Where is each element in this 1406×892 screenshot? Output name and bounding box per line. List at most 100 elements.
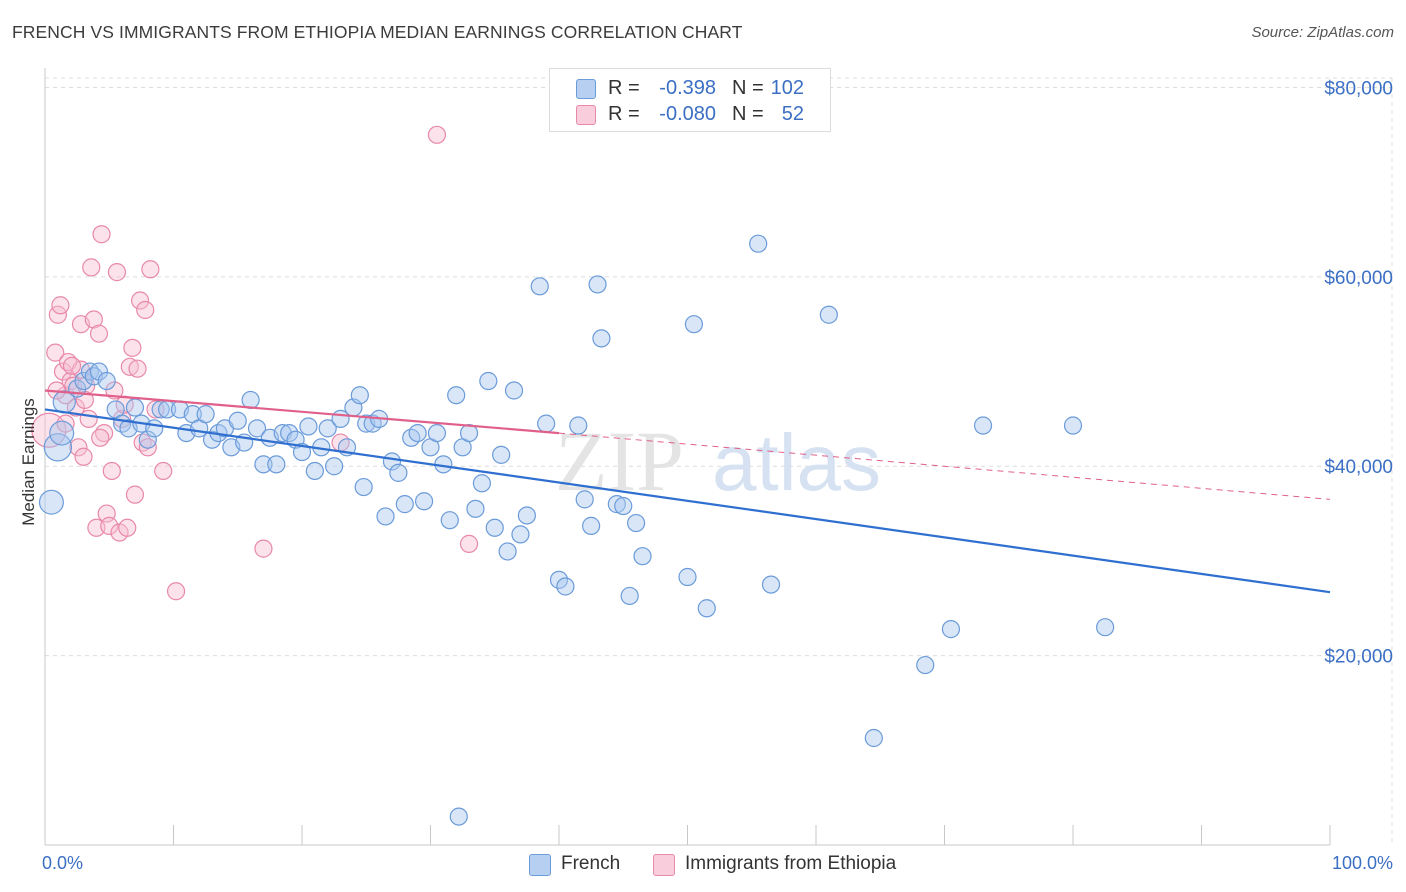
ethiopia-point — [136, 300, 155, 320]
french-point — [138, 430, 157, 449]
french-point — [620, 586, 639, 606]
french-point — [318, 419, 337, 438]
french-point — [472, 474, 491, 493]
french-point — [202, 430, 222, 449]
french-point — [228, 411, 247, 430]
ethiopia-swatch — [576, 105, 596, 125]
french-point — [575, 490, 594, 509]
french-point — [761, 575, 781, 594]
y-tick-label: $20,000 — [1324, 647, 1393, 668]
y-tick-label: $60,000 — [1324, 268, 1393, 289]
ethiopia-point — [92, 225, 111, 244]
french-points — [38, 234, 1115, 826]
french-point — [466, 499, 485, 518]
french-swatch — [576, 79, 596, 99]
n-label: N = — [732, 103, 764, 125]
n-value: 102 — [770, 77, 804, 99]
ethiopia-point — [123, 338, 142, 357]
french-point — [749, 234, 768, 253]
french-point — [254, 455, 273, 474]
ethiopia-point — [74, 447, 93, 466]
french-point — [305, 461, 324, 481]
french-point — [196, 405, 215, 424]
french-point — [267, 455, 286, 474]
french-point — [440, 511, 459, 530]
stats-legend: R = -0.398 N = 102 R = -0.080 N = 52 — [549, 68, 831, 132]
french-point — [556, 577, 575, 596]
x-tick-label-max: 100.0% — [1332, 853, 1393, 873]
french-point — [633, 547, 652, 566]
n-label: N = — [732, 77, 764, 99]
french-point — [582, 516, 601, 535]
french-point — [247, 419, 267, 438]
chart-title: FRENCH VS IMMIGRANTS FROM ETHIOPIA MEDIA… — [12, 22, 743, 42]
french-point — [38, 489, 64, 515]
french-point — [325, 457, 344, 476]
french-point — [395, 495, 414, 514]
french-point — [89, 362, 109, 381]
ethiopia-point — [125, 485, 145, 504]
y-axis-label: Median Earnings — [19, 398, 38, 526]
ethiopia-point — [154, 461, 173, 481]
ethiopia-point — [107, 263, 127, 282]
ethiopia-point — [46, 343, 65, 362]
ethiopia-point — [84, 310, 103, 329]
legend-row-ethiopia: R = -0.080 N = 52 — [550, 101, 830, 127]
french-point — [1063, 416, 1083, 435]
french-point — [241, 390, 260, 410]
french-point — [530, 277, 549, 296]
x-tick-label-min: 0.0% — [42, 853, 83, 873]
french-point — [447, 386, 466, 405]
zipatlas-watermark: ZIP atlas — [555, 413, 881, 509]
french-point — [292, 442, 312, 462]
ethiopia-point — [138, 438, 157, 457]
french-point — [280, 423, 299, 443]
ethiopia-point — [56, 414, 75, 433]
french-point — [43, 433, 73, 462]
french-point — [354, 477, 373, 497]
trend-lines — [44, 389, 1331, 594]
r-value: -0.398 — [659, 77, 716, 99]
french-point — [376, 507, 395, 526]
french-point — [511, 525, 530, 544]
french-point — [449, 807, 468, 826]
ethiopia-point — [91, 428, 110, 447]
ethiopia-point — [128, 359, 147, 378]
ethiopia-point — [166, 582, 186, 601]
ethiopia-legend-label: Immigrants from Ethiopia — [685, 853, 897, 874]
french-legend-label: French — [561, 853, 621, 874]
french-legend-swatch — [529, 854, 551, 876]
ethiopia-trend-extension — [558, 432, 1331, 500]
french-point — [588, 275, 607, 294]
french-point — [973, 416, 993, 435]
ethiopia-point — [130, 291, 150, 310]
french-point — [350, 386, 369, 405]
r-value: -0.080 — [659, 103, 716, 125]
french-point — [697, 599, 716, 618]
french-point — [145, 419, 164, 438]
ethiopia-point — [100, 516, 119, 535]
ethiopia-point — [82, 258, 101, 277]
french-point — [427, 423, 447, 443]
y-tick-label: $40,000 — [1324, 457, 1393, 478]
ethiopia-point — [102, 461, 121, 481]
french-point — [684, 315, 704, 334]
ethiopia-point — [53, 362, 73, 381]
french-point — [592, 329, 611, 348]
french-point — [49, 420, 75, 446]
french-point — [492, 445, 511, 464]
french-point — [537, 414, 556, 433]
french-point — [607, 495, 626, 514]
r-label: R = — [608, 103, 640, 125]
french-point — [498, 542, 517, 561]
ethiopia-point — [62, 356, 82, 375]
ethiopia-point — [427, 125, 447, 144]
french-point — [1096, 618, 1115, 637]
french-point — [414, 492, 434, 511]
ethiopia-point — [69, 438, 88, 457]
french-point — [819, 305, 838, 324]
french-point — [504, 381, 524, 400]
legend-row-french: R = -0.398 N = 102 — [550, 75, 830, 101]
watermark-atlas: atlas — [712, 418, 881, 507]
